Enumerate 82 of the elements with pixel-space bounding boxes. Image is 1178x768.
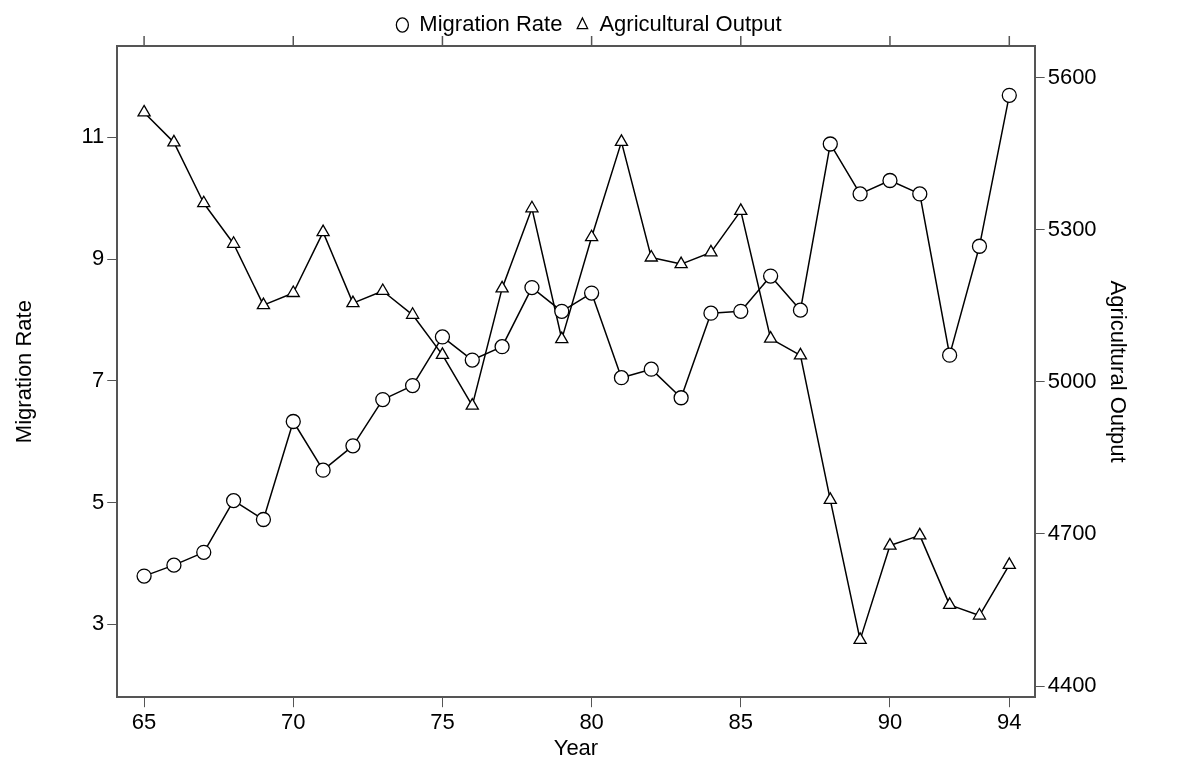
point: [197, 195, 211, 208]
point: [614, 134, 629, 146]
point: [674, 256, 688, 269]
point: [703, 305, 719, 321]
y2-tick-label: 4700: [1047, 519, 1097, 545]
x-axis-title: Year: [553, 734, 599, 760]
y2-axis-title: Agricultural Output: [1105, 280, 1131, 463]
point: [166, 557, 182, 573]
legend-label: Migration Rate: [419, 11, 563, 37]
point: [345, 438, 361, 454]
y2-tick-label: 5000: [1047, 367, 1097, 393]
point: [405, 307, 420, 319]
point: [913, 527, 927, 540]
legend-label: Agricultural Output: [599, 11, 782, 37]
point: [972, 607, 987, 620]
point: [733, 303, 749, 319]
point: [226, 236, 241, 248]
point: [853, 632, 867, 645]
point: [285, 413, 301, 430]
point: [1001, 87, 1017, 103]
y-tick-label: 7: [91, 366, 105, 392]
point: [346, 295, 360, 308]
x-tick-label: 70: [281, 709, 306, 735]
y2-tick-label: 5300: [1047, 215, 1097, 241]
y-axis-title: Migration Rate: [11, 300, 37, 444]
point: [673, 390, 689, 406]
point: [734, 203, 748, 215]
point: [136, 568, 152, 584]
point: [822, 136, 838, 152]
point: [464, 352, 480, 368]
y2-tick-label: 5600: [1047, 63, 1097, 89]
point: [644, 249, 658, 262]
point: [704, 244, 718, 257]
y-tick-label: 9: [91, 245, 105, 271]
point: [435, 347, 450, 360]
point: [316, 224, 330, 237]
point: [555, 331, 569, 344]
point: [404, 377, 421, 394]
point: [852, 186, 868, 202]
y2-tick-label: 4400: [1047, 672, 1097, 698]
point: [763, 330, 778, 343]
point: [584, 229, 599, 242]
point: [643, 361, 659, 377]
x-tick-label: 65: [131, 709, 157, 735]
x-tick-label: 80: [579, 709, 604, 735]
point: [434, 329, 451, 345]
point: [495, 280, 509, 293]
point: [583, 285, 600, 301]
point: [376, 283, 390, 296]
point: [883, 537, 897, 550]
point: [167, 134, 181, 147]
point: [315, 462, 331, 478]
point: [256, 297, 271, 310]
x-tick-label: 94: [997, 709, 1022, 735]
point: [613, 370, 630, 386]
point: [793, 347, 808, 360]
point: [941, 347, 958, 363]
x-tick-label: 85: [728, 709, 754, 735]
point: [255, 511, 272, 528]
point: [942, 597, 957, 610]
point: [524, 279, 540, 296]
point: [465, 397, 479, 410]
point: [792, 302, 809, 318]
point: [525, 200, 539, 213]
point: [912, 186, 928, 202]
point: [494, 339, 510, 355]
y-tick-label: 3: [91, 610, 105, 636]
point: [762, 268, 779, 284]
x-tick-label: 90: [877, 709, 903, 735]
point: [882, 172, 898, 189]
y-tick-label: 5: [91, 488, 105, 514]
point: [554, 303, 570, 319]
point: [1002, 557, 1017, 569]
point: [971, 238, 988, 254]
x-tick-label: 75: [430, 709, 455, 735]
point: [137, 104, 151, 117]
point: [196, 544, 212, 560]
point: [375, 391, 391, 408]
point: [225, 492, 242, 509]
point: [823, 492, 837, 505]
y-tick-label: 11: [81, 123, 105, 149]
point: [286, 285, 300, 298]
